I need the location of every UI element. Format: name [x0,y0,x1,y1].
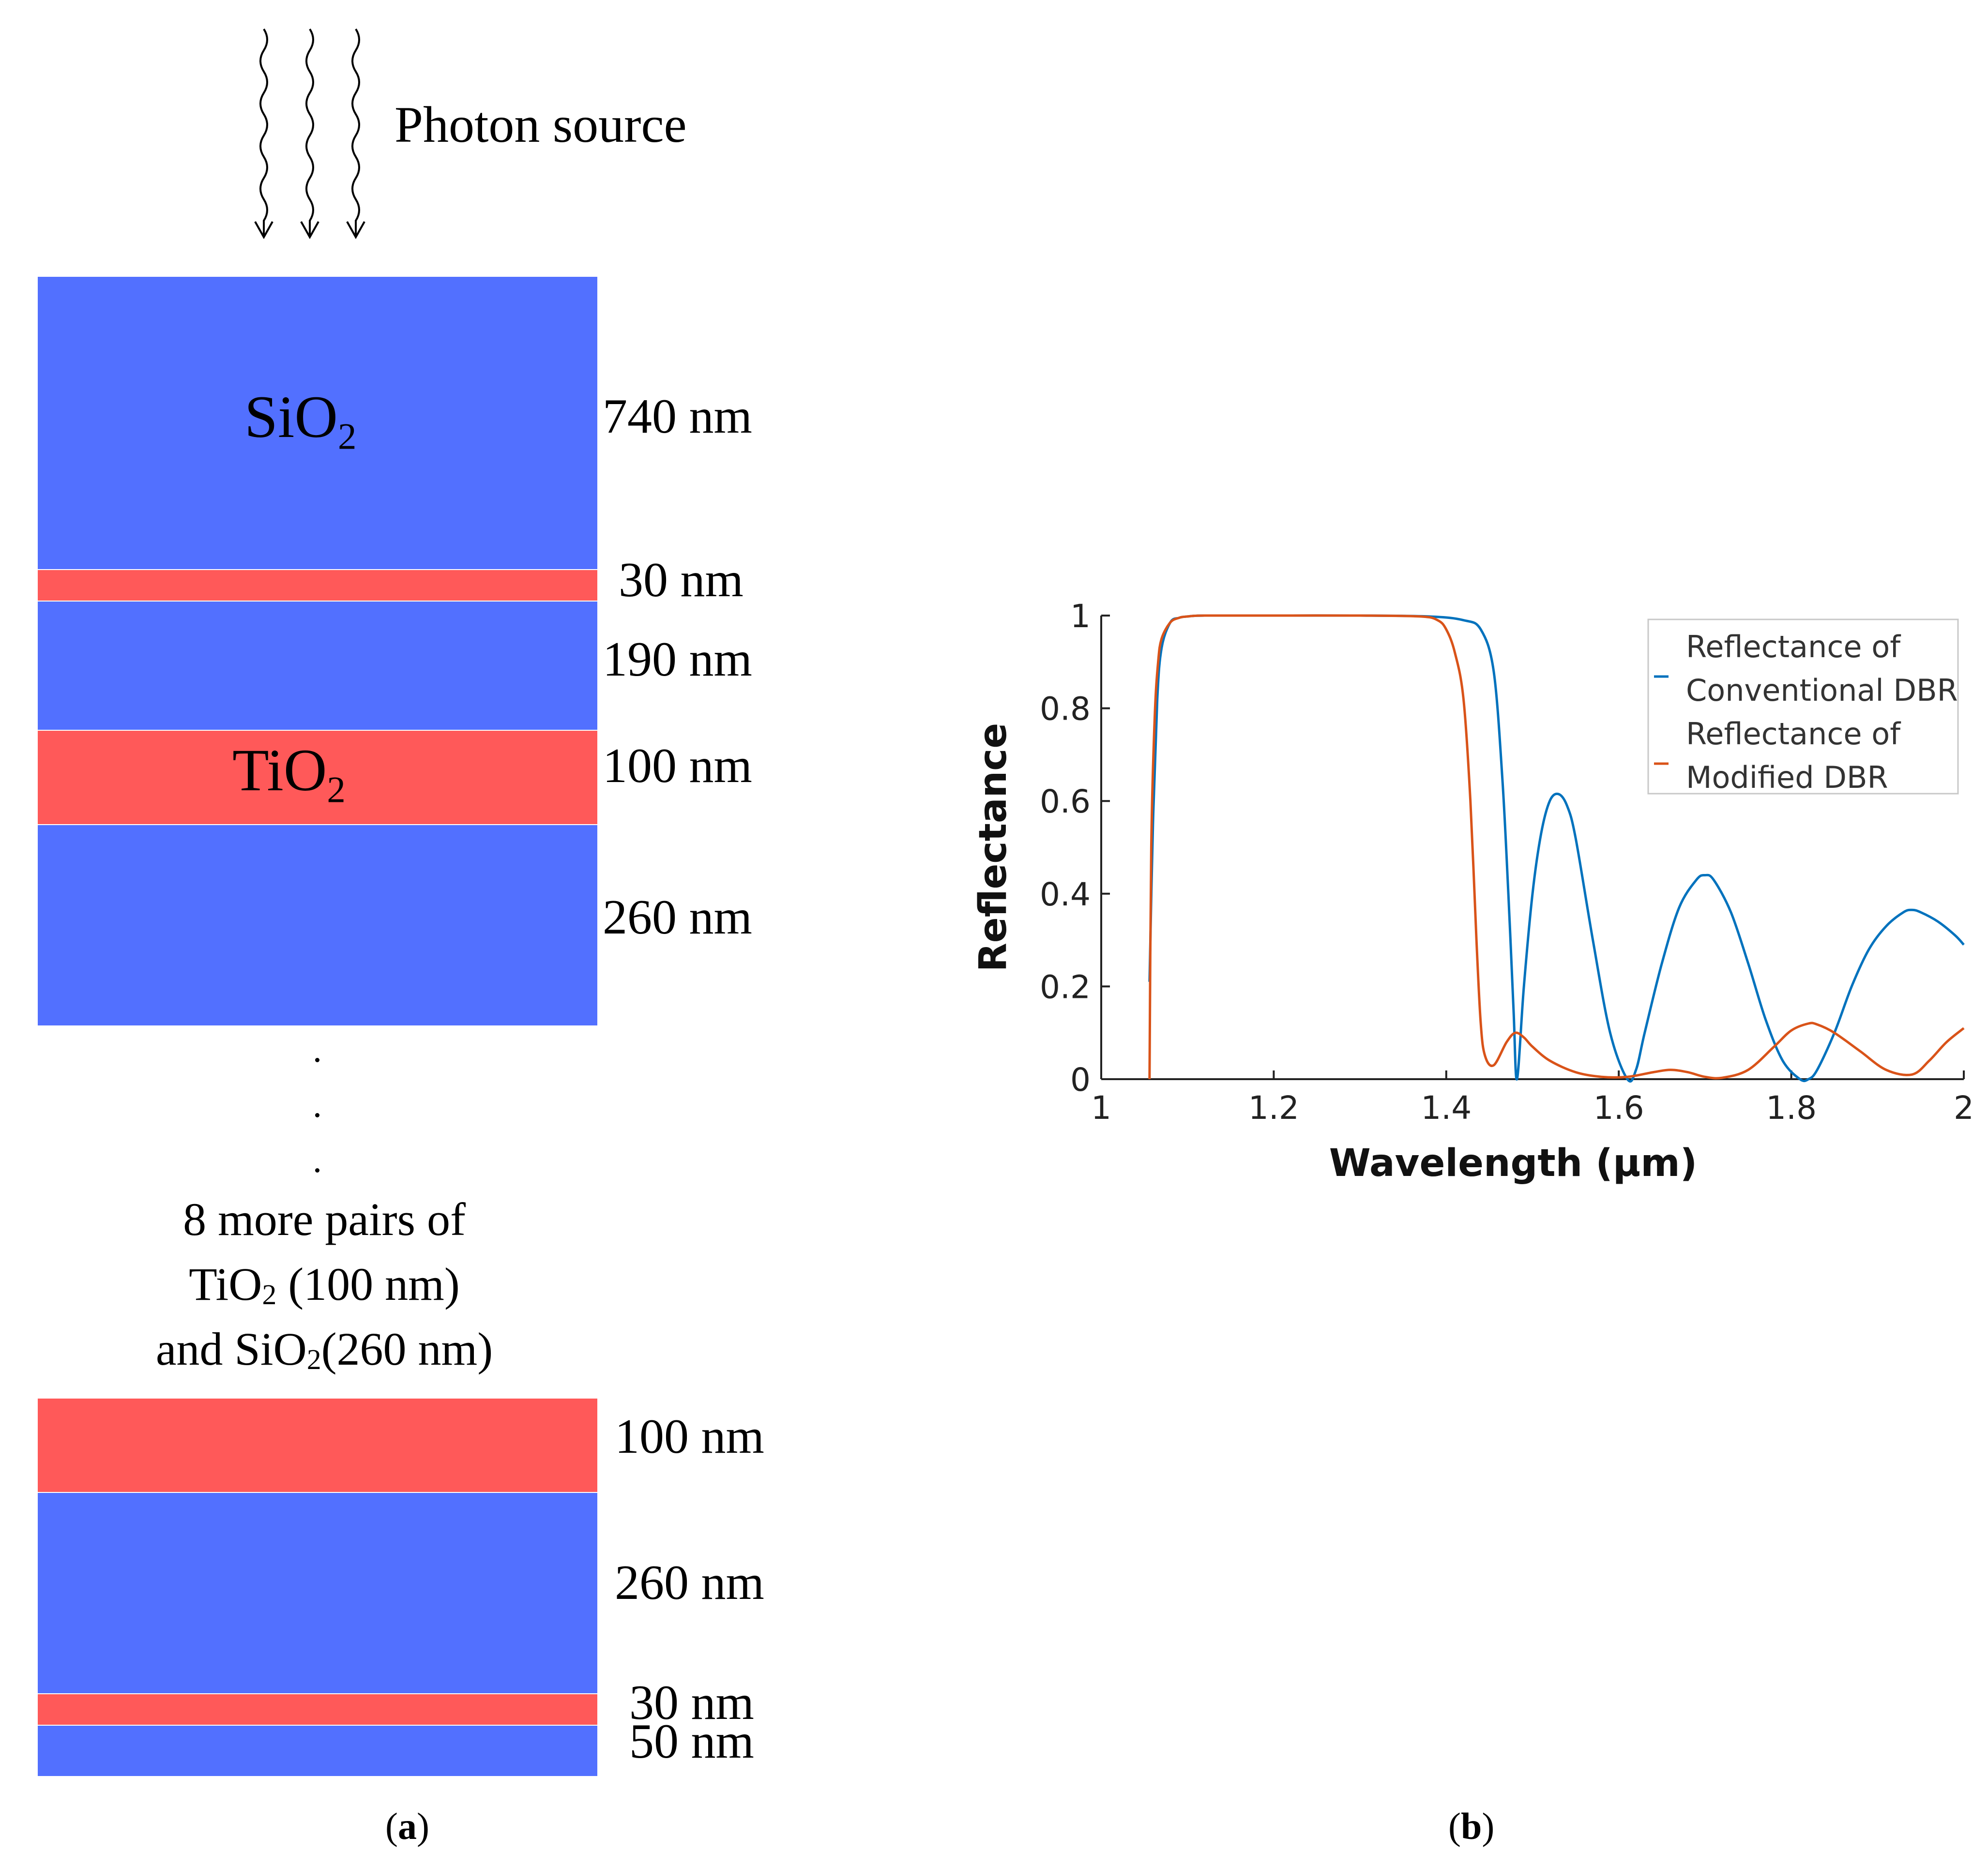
x-tick-label: 1.4 [1421,1089,1472,1127]
ellipsis-dot [315,1058,319,1062]
y-tick-label: 0 [1070,1061,1091,1099]
modified-dbr-line [1148,614,1965,1080]
thickness-50-bottom: 50 nm [629,1714,754,1769]
legend-entry-modified-label: Modified DBR [1686,760,1888,795]
legend-entry-modified-label: Reflectance of [1686,716,1901,752]
panel-b-caption: (b) [1448,1805,1495,1847]
more-pairs-note-line1: 8 more pairs of [183,1193,466,1245]
y-tick-label: 0.6 [1040,783,1091,820]
thickness-100-top: 100 nm [603,738,752,793]
sio2-layer-260-bottom [38,1493,597,1693]
thickness-260-bottom: 260 nm [615,1555,764,1610]
sio2-layer-50-bottom [38,1726,597,1776]
x-tick-label: 1.8 [1766,1089,1817,1127]
thickness-30-top: 30 nm [619,553,744,607]
ellipsis-dot [315,1113,319,1117]
thickness-100-bottom: 100 nm [615,1409,764,1464]
legend-entry-conventional-label: Reflectance of [1686,629,1901,664]
y-tick-label: 0.8 [1040,691,1091,728]
photon-source-label: Photon source [395,96,687,153]
tio2-material-label: TiO2 [232,737,346,811]
thickness-30-bottom: 30 nm [629,1675,754,1730]
tio2-layer-100-bottom [38,1399,597,1492]
x-tick-label: 1 [1091,1089,1111,1127]
thickness-260-top: 260 nm [603,890,752,945]
sio2-layer-190 [38,602,597,730]
x-axis-label: Wavelength (μm) [1329,1142,1698,1185]
tio2-layer-100 [38,731,597,824]
x-tick-label: 2 [1954,1089,1974,1127]
ellipsis-dot [315,1168,319,1173]
sio2-material-label: SiO2 [244,384,357,457]
x-tick-label: 1.6 [1593,1089,1644,1127]
reflectance-chart: 1 1.2 1.4 1.6 1.8 2 0 0.2 0.4 0.6 0.8 1 Reflectance… [971,598,1974,1185]
tio2-layer-30 [38,570,597,601]
tio2-layer-30-bottom [38,1694,597,1725]
thickness-740: 740 nm [603,389,752,444]
sio2-layer-260 [38,825,597,1025]
y-axis-label: Reflectance [971,723,1015,972]
more-pairs-note-line3: and SiO2(260 nm) [155,1323,493,1375]
thickness-190: 190 nm [603,632,752,687]
y-tick-label: 0.4 [1040,876,1091,913]
y-tick-label: 0.2 [1040,968,1091,1006]
panel-a-caption: (a) [385,1805,429,1847]
more-pairs-note-line2: TiO2 (100 nm) [189,1258,460,1310]
legend-box [1647,618,1959,795]
y-tick-label: 1 [1070,598,1091,635]
x-tick-label: 1.2 [1248,1089,1299,1127]
photon-arrows-icon [254,28,365,240]
sio2-layer-740 [38,277,597,569]
legend-entry-conventional-label: Conventional DBR [1686,673,1958,708]
